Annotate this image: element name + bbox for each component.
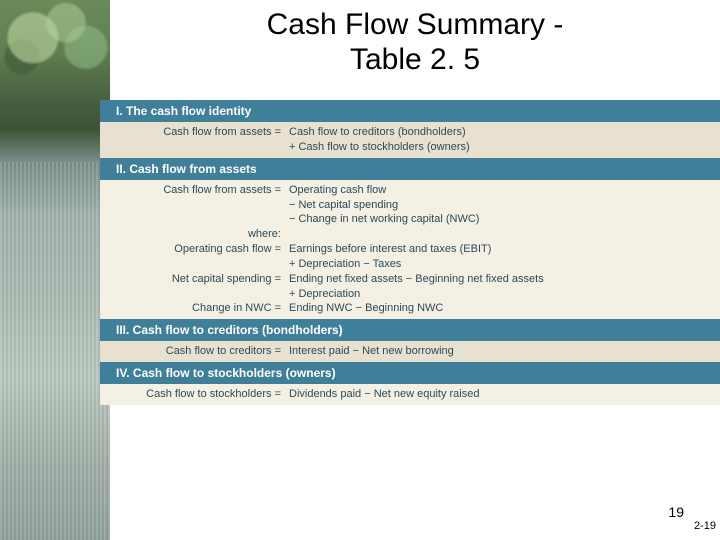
equation-left: where: — [126, 227, 285, 242]
section-header: IV. Cash flow to stockholders (owners) — [100, 362, 720, 384]
section-header: II. Cash flow from assets — [100, 158, 720, 180]
section-header: III. Cash flow to creditors (bondholders… — [100, 319, 720, 341]
equation-left: Operating cash flow = — [126, 242, 285, 257]
equation-left — [126, 257, 285, 272]
section-body: Cash flow from assets =Operating cash fl… — [100, 180, 720, 320]
title-line-2: Table 2. 5 — [350, 43, 480, 76]
equation-line: Operating cash flow =Earnings before int… — [126, 242, 710, 257]
equation-right: + Depreciation — [285, 287, 710, 302]
equation-right: Cash flow to creditors (bondholders) — [285, 125, 710, 140]
equation-line: Cash flow from assets =Cash flow to cred… — [126, 125, 710, 140]
equation-line: Net capital spending =Ending net fixed a… — [126, 272, 710, 287]
equation-right: Interest paid − Net new borrowing — [285, 344, 710, 359]
equation-line: Change in NWC =Ending NWC − Beginning NW… — [126, 301, 710, 316]
equation-line: + Cash flow to stockholders (owners) — [126, 140, 710, 155]
equation-right: Operating cash flow — [285, 183, 710, 198]
equation-right: Earnings before interest and taxes (EBIT… — [285, 242, 710, 257]
equation-left: Cash flow from assets = — [126, 125, 285, 140]
section-body: Cash flow from assets =Cash flow to cred… — [100, 122, 720, 158]
slide-content: Cash Flow Summary - Table 2. 5 I. The ca… — [110, 0, 720, 540]
equation-line: Cash flow to stockholders =Dividends pai… — [126, 387, 710, 402]
equation-left — [126, 198, 285, 213]
section-body: Cash flow to stockholders =Dividends pai… — [100, 384, 720, 405]
equation-line: Cash flow from assets =Operating cash fl… — [126, 183, 710, 198]
equation-line: where: — [126, 227, 710, 242]
equation-left — [126, 140, 285, 155]
equation-line: − Change in net working capital (NWC) — [126, 212, 710, 227]
equation-right: − Net capital spending — [285, 198, 710, 213]
equation-line: + Depreciation − Taxes — [126, 257, 710, 272]
equation-line: Cash flow to creditors =Interest paid − … — [126, 344, 710, 359]
equation-right: Ending NWC − Beginning NWC — [285, 301, 710, 316]
cash-flow-table: I. The cash flow identity Cash flow from … — [100, 100, 720, 405]
equation-right: Ending net fixed assets − Beginning net … — [285, 272, 710, 287]
equation-left: Cash flow to creditors = — [126, 344, 285, 359]
equation-right: Dividends paid − Net new equity raised — [285, 387, 710, 402]
section-header: I. The cash flow identity — [100, 100, 720, 122]
equation-left: Cash flow from assets = — [126, 183, 285, 198]
equation-line: + Depreciation — [126, 287, 710, 302]
equation-left: Cash flow to stockholders = — [126, 387, 285, 402]
equation-left: Change in NWC = — [126, 301, 285, 316]
section-body: Cash flow to creditors =Interest paid − … — [100, 341, 720, 362]
decorative-sidebar-image — [0, 0, 110, 540]
slide-title: Cash Flow Summary - Table 2. 5 — [110, 0, 720, 77]
equation-right: + Cash flow to stockholders (owners) — [285, 140, 710, 155]
equation-right: − Change in net working capital (NWC) — [285, 212, 710, 227]
page-number: 2-19 — [694, 520, 716, 532]
equation-left — [126, 287, 285, 302]
equation-line: − Net capital spending — [126, 198, 710, 213]
equation-left — [126, 212, 285, 227]
title-line-1: Cash Flow Summary - — [267, 8, 564, 41]
equation-right: + Depreciation − Taxes — [285, 257, 710, 272]
equation-right — [285, 227, 710, 242]
slide-number: 19 — [668, 504, 684, 520]
equation-left: Net capital spending = — [126, 272, 285, 287]
